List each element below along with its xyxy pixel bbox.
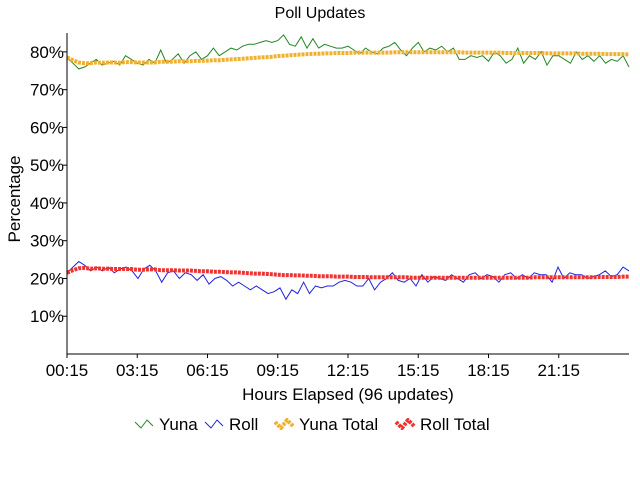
series-line-0 [66,34,630,70]
legend-item: Yuna Total [273,415,378,434]
x-tick-label: 18:15 [467,361,510,380]
x-tick-label: 06:15 [186,361,229,380]
series-line-2 [66,50,630,66]
y-tick-label: 30% [30,232,64,251]
legend-swatch [273,418,295,430]
legend-swatch [394,418,416,430]
y-axis-ticks: 10% 20% 30% 40% 50% 60% 70% 80% [30,43,67,326]
plot-series [66,34,630,301]
y-tick-label: 60% [30,118,64,137]
y-tick-label: 70% [30,81,64,100]
legend-label: Yuna Total [299,415,378,434]
legend-item: Roll [204,415,258,434]
y-axis-label: Percentage [5,156,24,243]
legend-swatch [134,419,154,429]
legend-item: Yuna [134,415,198,434]
legend-swatch [204,419,224,429]
x-tick-label: 12:15 [327,361,370,380]
x-tick-label: 15:15 [397,361,440,380]
chart-title: Poll Updates [275,5,366,22]
y-tick-label: 20% [30,269,64,288]
x-tick-label: 00:15 [46,361,89,380]
y-tick-label: 80% [30,43,64,62]
y-tick-label: 50% [30,156,64,175]
legend-label: Roll Total [420,415,490,434]
x-tick-label: 21:15 [537,361,580,380]
chart-legend: Yuna Roll Yuna Total Roll Total [134,415,490,434]
legend-label: Roll [229,415,258,434]
x-tick-label: 03:15 [116,361,159,380]
legend-item: Roll Total [394,415,490,434]
x-tick-label: 09:15 [256,361,299,380]
y-tick-label: 10% [30,307,64,326]
series-line-1 [66,260,630,301]
x-axis-label: Hours Elapsed (96 updates) [242,385,454,404]
chart-axes [66,33,629,355]
legend-label: Yuna [159,415,198,434]
series-line-3 [66,265,629,280]
x-axis-ticks: 00:15 03:15 06:15 09:15 12:15 15:15 18:15 21:15 [46,354,580,380]
y-tick-label: 40% [30,194,64,213]
